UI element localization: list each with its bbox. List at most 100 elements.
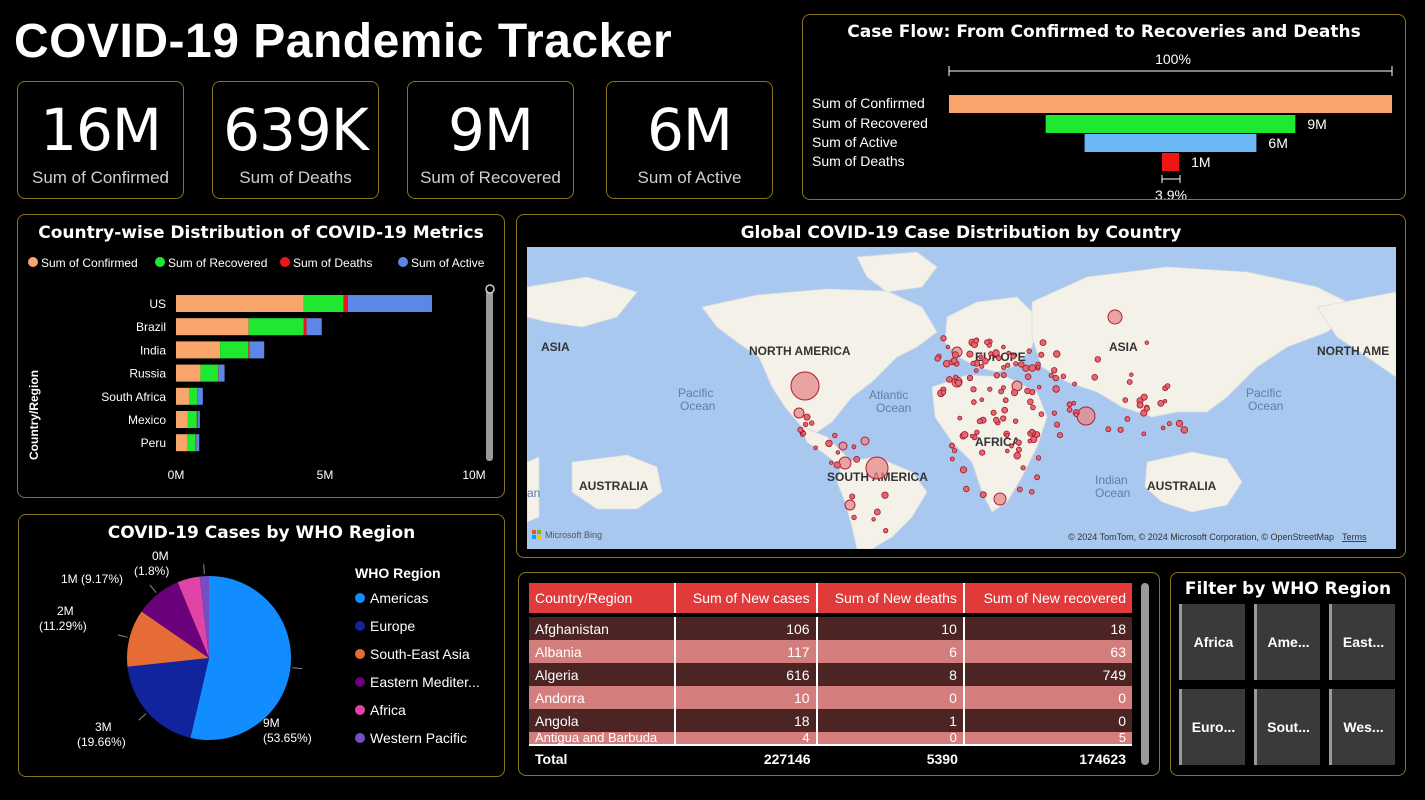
filter-button-americas[interactable]: Ame... [1254, 604, 1320, 680]
table-scrollbar[interactable] [1141, 583, 1149, 765]
country-bubble[interactable] [1010, 389, 1019, 397]
country-bubble[interactable] [978, 354, 984, 360]
country-bubble[interactable] [1038, 411, 1045, 418]
country-bubble[interactable] [853, 455, 861, 463]
country-bubble[interactable] [979, 363, 985, 369]
country-bubble[interactable] [953, 374, 959, 380]
bar-segment[interactable] [303, 295, 344, 312]
legend-label[interactable]: Sum of Active [411, 256, 485, 270]
country-bubble[interactable] [973, 368, 979, 373]
country-bubble[interactable] [954, 379, 963, 387]
country-bubble[interactable] [1015, 439, 1022, 446]
country-bubble[interactable] [1013, 361, 1019, 367]
funnel-bar[interactable] [1045, 115, 1296, 133]
country-bubble[interactable] [1035, 364, 1041, 369]
country-bubble[interactable] [981, 357, 989, 365]
country-bubble[interactable] [1124, 415, 1131, 422]
country-bubble[interactable] [959, 466, 968, 474]
country-bubble[interactable] [829, 460, 834, 465]
country-bubble[interactable] [809, 420, 815, 426]
country-bubble[interactable] [790, 371, 820, 401]
bar-segment[interactable] [176, 318, 249, 336]
country-bubble[interactable] [1051, 410, 1058, 416]
country-bubble[interactable] [961, 431, 969, 439]
filter-button-western-pacific[interactable]: Wes... [1329, 689, 1395, 765]
country-bubble[interactable] [951, 448, 958, 454]
country-bubble[interactable] [1129, 372, 1134, 377]
table-row[interactable]: Andorra 10 0 0 [529, 686, 1132, 709]
pie-slice[interactable] [199, 576, 209, 658]
legend-label[interactable]: Sum of Recovered [168, 256, 267, 270]
funnel-bar[interactable] [1161, 153, 1180, 171]
country-bubble[interactable] [1009, 443, 1014, 449]
country-bubble[interactable] [1001, 385, 1006, 391]
country-bubble[interactable] [1028, 489, 1035, 495]
country-bubble[interactable] [1136, 401, 1144, 409]
country-bubble[interactable] [1105, 426, 1112, 433]
scrollbar-handle[interactable] [485, 284, 495, 294]
country-bubble[interactable] [976, 418, 983, 425]
country-bubble[interactable] [969, 433, 975, 439]
legend-label[interactable]: Sum of Deaths [293, 256, 372, 270]
funnel-bar[interactable] [949, 95, 1392, 113]
country-bubble[interactable] [1126, 379, 1133, 385]
country-bubble[interactable] [1030, 404, 1036, 411]
country-bubble[interactable] [813, 445, 818, 451]
country-bubble[interactable] [865, 456, 889, 480]
legend-label[interactable]: Sum of Confirmed [41, 256, 138, 270]
col-header-new-deaths[interactable]: Sum of New deaths [816, 583, 965, 613]
funnel-bar[interactable] [1084, 134, 1257, 152]
country-bubble[interactable] [1000, 415, 1007, 422]
bar-segment[interactable] [176, 411, 188, 428]
col-header-country[interactable]: Country/Region [529, 583, 677, 613]
country-bubble[interactable] [979, 491, 987, 499]
bar-segment[interactable] [197, 387, 203, 405]
bar-segment[interactable] [218, 364, 225, 382]
country-bubble[interactable] [1024, 387, 1031, 395]
country-bubble[interactable] [950, 357, 958, 364]
bubble-layer[interactable] [790, 309, 1188, 534]
country-bubble[interactable] [1160, 425, 1166, 431]
country-bubble[interactable] [797, 426, 804, 433]
kpi-deaths[interactable]: 639K Sum of Deaths [212, 81, 379, 199]
country-bubble[interactable] [979, 449, 986, 456]
country-bubble[interactable] [1026, 348, 1032, 354]
country-bubble[interactable] [802, 421, 809, 428]
country-bubble[interactable] [979, 397, 985, 403]
country-bubble[interactable] [940, 390, 946, 396]
pie-legend-item[interactable]: Western Pacific [355, 730, 467, 746]
country-bubble[interactable] [1052, 374, 1059, 382]
country-bubble[interactable] [1141, 431, 1147, 437]
country-bubble[interactable] [984, 339, 990, 345]
pie-legend-item[interactable]: Eastern Mediter... [355, 674, 480, 690]
country-bubble[interactable] [1054, 421, 1061, 428]
pie-slice[interactable] [141, 582, 209, 658]
filter-button-africa[interactable]: Africa [1179, 604, 1245, 680]
country-bubble[interactable] [1072, 381, 1077, 387]
country-bubble[interactable] [963, 485, 970, 493]
country-bubble[interactable] [1140, 393, 1148, 401]
country-bubble[interactable] [825, 439, 833, 448]
country-bubble[interactable] [1060, 373, 1067, 380]
country-bubble[interactable] [945, 344, 951, 350]
bar-segment[interactable] [343, 295, 348, 312]
country-bubble[interactable] [949, 442, 955, 449]
bar-segment[interactable] [198, 411, 200, 428]
country-bubble[interactable] [1005, 362, 1011, 368]
country-bubble[interactable] [1035, 455, 1042, 461]
country-bubble[interactable] [1091, 374, 1098, 381]
country-bubble[interactable] [951, 351, 959, 359]
col-header-new-recovered[interactable]: Sum of New recovered [963, 583, 1132, 613]
bar-segment[interactable] [196, 411, 199, 428]
country-bubble[interactable] [995, 355, 1002, 361]
bar-segment[interactable] [200, 364, 219, 382]
pie-legend-item[interactable]: Americas [355, 590, 428, 606]
chart-scrollbar[interactable] [486, 289, 493, 461]
country-bubble[interactable] [1024, 373, 1032, 380]
kpi-recovered[interactable]: 9M Sum of Recovered [407, 81, 574, 199]
country-bubble[interactable] [801, 430, 807, 436]
country-bubble[interactable] [1073, 412, 1079, 418]
pie-slice[interactable] [177, 576, 209, 658]
country-bubble[interactable] [1010, 353, 1017, 360]
bar-segment[interactable] [248, 318, 304, 336]
